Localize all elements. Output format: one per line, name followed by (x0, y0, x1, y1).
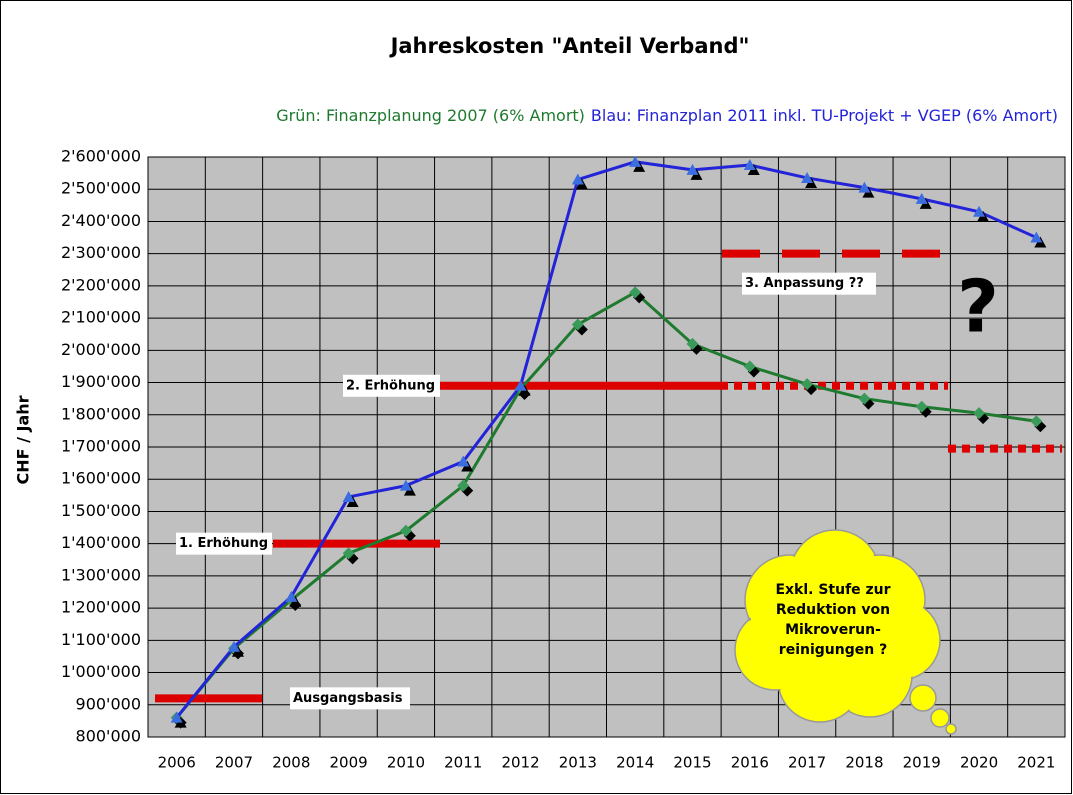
y-tick-label: 1'200'000 (61, 598, 141, 617)
cloud-text: Exkl. Stufe zur (775, 582, 890, 598)
y-tick-label: 1'300'000 (61, 565, 141, 584)
y-tick-label: 1'100'000 (61, 630, 141, 649)
x-tick-label: 2021 (1017, 754, 1055, 772)
y-tick-label: 1'500'000 (61, 501, 141, 520)
x-tick-label: 2014 (616, 754, 654, 772)
y-tick-label: 1'900'000 (61, 372, 141, 391)
x-tick-label: 2011 (444, 754, 482, 772)
y-tick-label: 1'600'000 (61, 469, 141, 488)
question-mark: ? (957, 265, 999, 349)
x-tick-label: 2012 (501, 754, 539, 772)
y-tick-label: 2'200'000 (61, 275, 141, 294)
level-label: 3. Anpassung ?? (745, 276, 864, 291)
y-tick-label: 2'000'000 (61, 340, 141, 359)
chart-title: Jahreskosten "Anteil Verband" (389, 34, 750, 58)
legend: Grün: Finanzplanung 2007 (6% Amort) Blau:… (276, 106, 1058, 125)
legend-entry: Grün: Finanzplanung 2007 (6% Amort) (276, 106, 585, 125)
x-tick-label: 2019 (903, 754, 941, 772)
cloud-text: Reduktion von (776, 602, 890, 618)
y-tick-label: 900'000 (76, 694, 141, 713)
legend-entry: Blau: Finanzplan 2011 inkl. TU-Projekt +… (591, 106, 1058, 125)
y-tick-label: 1'000'000 (61, 662, 141, 681)
y-tick-label: 800'000 (76, 727, 141, 746)
x-tick-label: 2008 (272, 754, 310, 772)
x-tick-label: 2020 (960, 754, 998, 772)
x-tick-label: 2013 (559, 754, 597, 772)
x-tick-label: 2009 (330, 754, 368, 772)
y-tick-label: 1'800'000 (61, 404, 141, 423)
thought-bubble (931, 709, 949, 727)
y-tick-label: 2'100'000 (61, 308, 141, 327)
x-tick-label: 2016 (731, 754, 769, 772)
cloud-text: Mikroverun- (785, 622, 881, 638)
level-label: 2. Erhöhung (346, 378, 435, 393)
x-tick-label: 2007 (215, 754, 253, 772)
y-tick-label: 1'700'000 (61, 437, 141, 456)
y-tick-label: 2'400'000 (61, 211, 141, 230)
level-label: 1. Erhöhung (179, 536, 268, 551)
cloud-text: reinigungen ? (779, 642, 887, 658)
legend: Grün: Finanzplanung 2007 (6% Amort) Blau:… (276, 106, 1058, 125)
y-axis-label: CHF / Jahr (14, 395, 33, 484)
x-tick-label: 2015 (673, 754, 711, 772)
y-tick-label: 2'500'000 (61, 179, 141, 198)
chart: Jahreskosten "Anteil Verband" CHF / Jahr… (0, 0, 1073, 795)
thought-bubble (910, 685, 936, 711)
x-tick-label: 2017 (788, 754, 826, 772)
thought-bubble (946, 724, 956, 734)
level-label: Ausgangsbasis (293, 691, 403, 706)
x-tick-label: 2006 (158, 754, 196, 772)
x-tick-label: 2010 (387, 754, 425, 772)
y-tick-label: 1'400'000 (61, 533, 141, 552)
y-tick-label: 2'300'000 (61, 243, 141, 262)
x-tick-label: 2018 (845, 754, 883, 772)
y-tick-label: 2'600'000 (61, 147, 141, 166)
